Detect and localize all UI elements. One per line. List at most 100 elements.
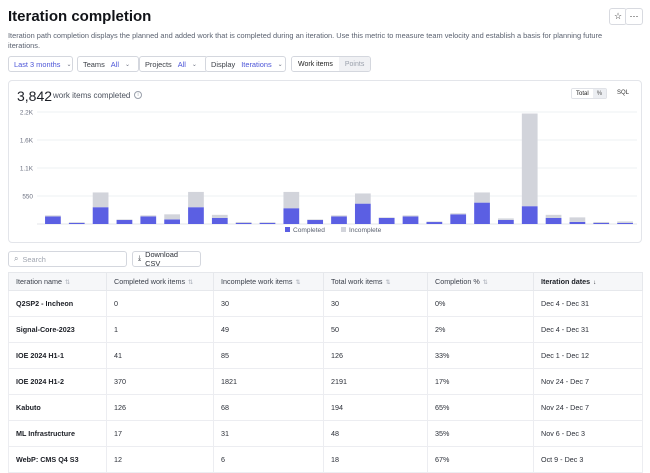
- column-header-total[interactable]: Total work items ⇅: [323, 272, 428, 291]
- bar-incomplete[interactable]: [331, 215, 347, 217]
- bar-incomplete[interactable]: [259, 222, 276, 223]
- info-icon[interactable]: i: [134, 91, 142, 99]
- bar-completed[interactable]: [45, 216, 61, 224]
- table-cell: IOE 2024 H1-1: [8, 342, 107, 369]
- bar-completed[interactable]: [521, 206, 538, 224]
- table-cell: Nov 6 - Dec 3: [533, 420, 643, 447]
- bar-completed[interactable]: [545, 217, 562, 224]
- search-box[interactable]: ⌕: [8, 251, 127, 267]
- bar-completed[interactable]: [92, 207, 109, 224]
- table-cell: Dec 4 - Dec 31: [533, 316, 643, 343]
- table-cell: 18: [323, 446, 428, 473]
- bar-completed[interactable]: [140, 216, 157, 224]
- bar-completed[interactable]: [283, 208, 300, 224]
- bar-completed[interactable]: [593, 222, 610, 224]
- bar-incomplete[interactable]: [474, 192, 490, 203]
- bar-incomplete[interactable]: [426, 221, 443, 223]
- column-header-completion-percent[interactable]: Completion % ⇅: [427, 272, 534, 291]
- bar-completed[interactable]: [354, 203, 371, 224]
- bar-incomplete[interactable]: [354, 193, 371, 204]
- bar-completed[interactable]: [450, 214, 467, 224]
- bar-completed[interactable]: [402, 216, 419, 224]
- bar-incomplete[interactable]: [617, 221, 633, 223]
- table-cell: 1: [106, 316, 214, 343]
- bar-incomplete[interactable]: [211, 214, 228, 218]
- search-input[interactable]: [22, 254, 118, 264]
- table-row[interactable]: Signal-Core-2023 1 49 50 2% Dec 4 - Dec 31: [8, 316, 643, 343]
- projects-value: All: [177, 59, 186, 69]
- bar-incomplete[interactable]: [140, 215, 157, 217]
- bar-incomplete[interactable]: [307, 219, 324, 221]
- bar-incomplete[interactable]: [45, 215, 61, 217]
- bar-incomplete[interactable]: [545, 214, 562, 218]
- table-cell: 48: [323, 420, 428, 447]
- bar-incomplete[interactable]: [402, 215, 419, 217]
- bar-completed[interactable]: [498, 219, 514, 224]
- bar-completed[interactable]: [259, 222, 276, 224]
- sql-button[interactable]: SQL: [617, 90, 630, 96]
- toggle-percent[interactable]: %: [592, 89, 607, 98]
- table-cell: WebP: CMS Q4 S3: [8, 446, 107, 473]
- total-percent-toggle: Total %: [571, 88, 608, 99]
- table-row[interactable]: Q2SP2 - Incheon 0 30 30 0% Dec 4 - Dec 31: [8, 290, 643, 317]
- table-row[interactable]: IOE 2024 H1-2 370 1821 2191 17% Nov 24 - Dec …: [8, 368, 643, 395]
- column-header-iteration-name[interactable]: Iteration name ⇅: [8, 272, 107, 291]
- bar-completed[interactable]: [211, 217, 228, 224]
- bar-incomplete[interactable]: [378, 217, 395, 218]
- y-tick-label: 1.1K: [20, 166, 34, 173]
- tab-points[interactable]: Points: [338, 57, 371, 71]
- date-range-value: Last 3 months: [14, 59, 61, 69]
- tab-work-items[interactable]: Work items: [292, 57, 339, 71]
- table-cell: Nov 24 - Dec 7: [533, 368, 643, 395]
- teams-dropdown[interactable]: Teams All ⌄: [77, 56, 139, 72]
- bar-incomplete[interactable]: [68, 222, 85, 223]
- table-cell: 126: [323, 342, 428, 369]
- table-cell: 126: [106, 394, 214, 421]
- bar-completed[interactable]: [235, 222, 252, 224]
- table-cell: Dec 4 - Dec 31: [533, 290, 643, 317]
- bar-completed[interactable]: [116, 219, 133, 224]
- bar-completed[interactable]: [569, 221, 586, 224]
- bar-completed[interactable]: [617, 222, 633, 224]
- bar-completed[interactable]: [378, 217, 395, 224]
- projects-label: Projects: [145, 59, 172, 69]
- download-csv-button[interactable]: ⤓ Download CSV: [132, 250, 201, 268]
- table-cell: 85: [213, 342, 324, 369]
- bar-incomplete[interactable]: [116, 219, 133, 221]
- table-row[interactable]: WebP: CMS Q4 S3 12 6 18 67% Oct 9 - Dec 3: [8, 446, 643, 473]
- bar-incomplete[interactable]: [92, 192, 109, 208]
- bar-completed[interactable]: [426, 221, 443, 224]
- date-range-dropdown[interactable]: Last 3 months ⌄: [8, 56, 73, 72]
- display-dropdown[interactable]: Display Iterations ⌄: [205, 56, 286, 72]
- column-header-iteration-dates[interactable]: Iteration dates ↓: [533, 272, 643, 291]
- bar-completed[interactable]: [164, 219, 180, 224]
- sort-icon: ⇅: [482, 280, 488, 286]
- column-header-completed[interactable]: Completed work items ⇅: [106, 272, 214, 291]
- bar-completed[interactable]: [331, 216, 347, 224]
- bar-completed[interactable]: [474, 202, 490, 224]
- table-cell: 31: [213, 420, 324, 447]
- bar-incomplete[interactable]: [521, 113, 538, 207]
- bar-incomplete[interactable]: [593, 221, 610, 223]
- bar-incomplete[interactable]: [498, 218, 514, 220]
- table-cell: 35%: [427, 420, 534, 447]
- bar-incomplete[interactable]: [450, 213, 467, 215]
- work-items-completed-count: 3,842: [17, 88, 53, 104]
- bar-incomplete[interactable]: [283, 191, 300, 209]
- bar-completed[interactable]: [188, 207, 204, 224]
- display-label: Display: [211, 59, 236, 69]
- table-row[interactable]: IOE 2024 H1-1 41 85 126 33% Dec 1 - Dec 12: [8, 342, 643, 369]
- bar-incomplete[interactable]: [569, 217, 586, 222]
- table-row[interactable]: ML Infrastructure 17 31 48 35% Nov 6 - Dec 3: [8, 420, 643, 447]
- bar-incomplete[interactable]: [164, 214, 180, 220]
- bar-incomplete[interactable]: [235, 221, 252, 223]
- bar-completed[interactable]: [68, 222, 85, 224]
- table-cell: 49: [213, 316, 324, 343]
- bar-incomplete[interactable]: [188, 191, 204, 208]
- toggle-total[interactable]: Total: [572, 89, 593, 98]
- bar-completed[interactable]: [307, 219, 324, 224]
- projects-dropdown[interactable]: Projects All ⌄: [139, 56, 208, 72]
- table-row[interactable]: Kabuto 126 68 194 65% Nov 24 - Dec 7: [8, 394, 643, 421]
- more-options-button[interactable]: ⋯: [625, 8, 643, 25]
- column-header-incomplete[interactable]: Incomplete work items ⇅: [213, 272, 324, 291]
